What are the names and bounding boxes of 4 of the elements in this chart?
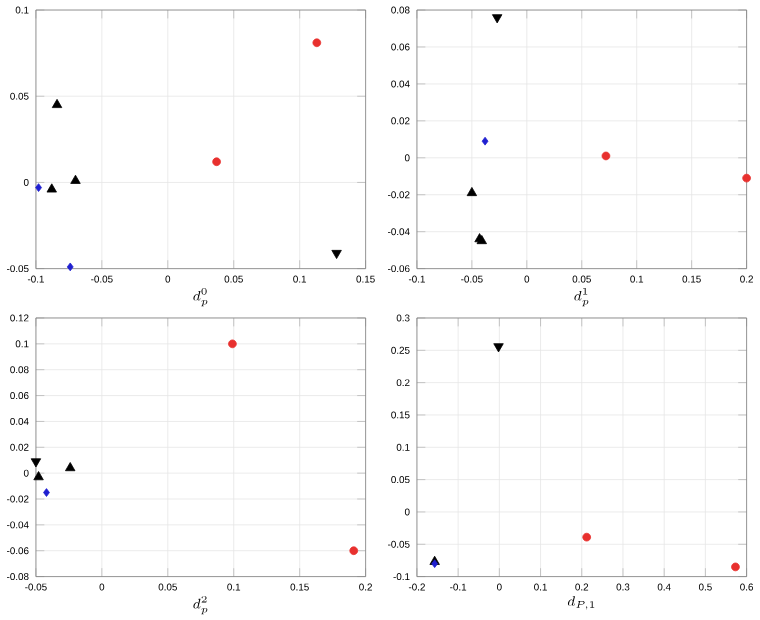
x-axis-title: $d_p^2$ [193,595,208,614]
x-axis-title: $d_p^0$ [193,287,208,306]
x-axis-title: $d_{P,1}$ [567,595,595,610]
x-axis-title: $d_p^1$ [574,287,589,306]
